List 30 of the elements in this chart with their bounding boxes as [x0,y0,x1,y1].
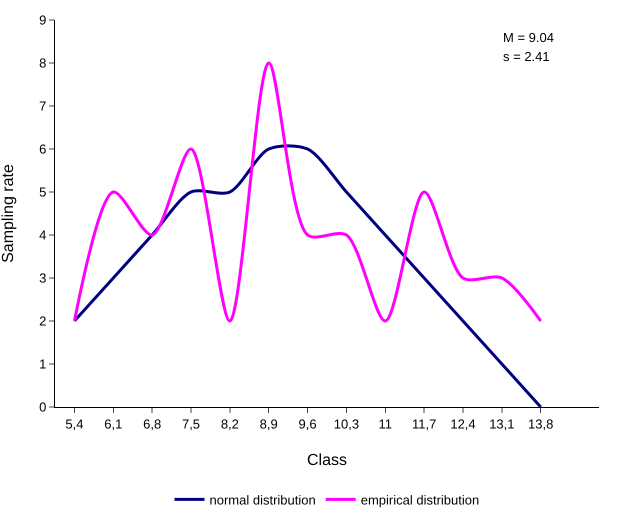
x-axis-title: Class [306,452,348,469]
x-tick-label: 6,8 [143,416,162,432]
line-series [72,62,542,322]
annotation: s = 2.41 [503,49,550,64]
x-tick-label: 13,1 [489,416,515,432]
x-tick-label: 11 [378,416,392,432]
x-tick-label: 12,4 [450,416,476,432]
x-tick-label: 6,1 [104,416,122,432]
legend-label: empirical distribution [360,492,480,508]
y-tick-label: 4 [39,228,46,243]
y-tick-label: 3 [39,270,46,286]
y-tick-label: 2 [39,314,46,329]
y-tick-label: 6 [39,142,46,157]
y-tick-label: 5 [39,184,46,200]
legend-label: normal distribution [210,492,316,508]
y-tick-label: 0 [39,400,46,415]
x-tick-label: 8,2 [220,416,239,432]
y-axis-title: Sampling rate [0,164,17,263]
y-tick-label: 9 [39,12,46,28]
x-tick-label: 5,4 [65,416,84,432]
x-tick-label: 8,9 [260,416,278,432]
y-tick-label: 7 [39,98,46,114]
x-tick-label: 11,7 [412,416,436,432]
x-tick-label: 13,8 [528,416,554,432]
y-tick-label: 1 [39,356,46,372]
x-tick-label: 10,3 [334,416,360,432]
y-tick-label: 8 [39,56,46,71]
annotation: M = 9.04 [503,30,554,45]
x-tick-label: 7,5 [182,416,200,432]
x-tick-label: 9,6 [298,416,317,432]
